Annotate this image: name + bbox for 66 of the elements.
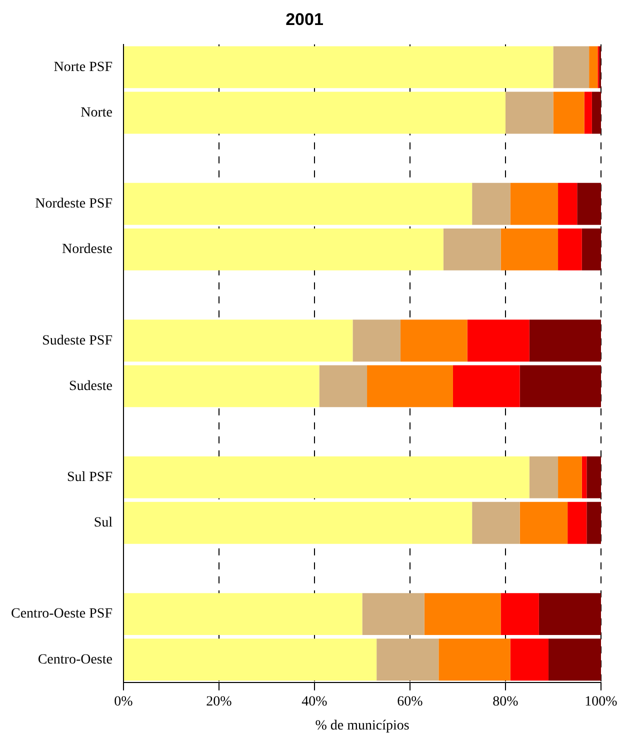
x-tick-label: 60% bbox=[397, 694, 424, 710]
bar bbox=[124, 365, 320, 408]
bar bbox=[467, 320, 530, 362]
bar bbox=[592, 92, 601, 134]
bar bbox=[124, 456, 530, 498]
bar bbox=[568, 502, 587, 544]
bar bbox=[472, 182, 510, 225]
bar bbox=[438, 638, 510, 681]
x-tick-label: 20% bbox=[206, 694, 232, 710]
bar bbox=[124, 502, 472, 544]
bar bbox=[352, 320, 400, 362]
y-tick-label: Nordeste PSF bbox=[35, 196, 113, 212]
bar bbox=[529, 320, 601, 362]
chart-title: 2001 bbox=[286, 10, 324, 29]
y-tick-label: Sudeste PSF bbox=[42, 333, 113, 348]
y-tick-label: Sul PSF bbox=[66, 470, 113, 485]
bar bbox=[443, 228, 501, 270]
x-tick-label: 80% bbox=[492, 694, 519, 710]
bar bbox=[362, 593, 424, 636]
y-tick-label: Norte PSF bbox=[54, 60, 113, 75]
bar bbox=[472, 502, 520, 544]
y-tick-label: Centro-Oeste PSF bbox=[11, 606, 113, 622]
bar bbox=[500, 593, 539, 636]
bar bbox=[124, 320, 353, 362]
bar bbox=[586, 502, 601, 544]
y-tick-label: Sul bbox=[94, 516, 113, 531]
y-tick-label: Nordeste bbox=[62, 242, 112, 258]
x-axis-title: % de municípios bbox=[315, 718, 410, 734]
bar bbox=[582, 456, 587, 498]
bar bbox=[124, 593, 362, 636]
y-tick-label: Centro-Oeste bbox=[38, 652, 112, 668]
bar bbox=[510, 182, 558, 225]
y-tick-label: Norte bbox=[80, 105, 112, 120]
bar bbox=[548, 638, 601, 681]
bar bbox=[520, 365, 601, 408]
bar bbox=[124, 638, 377, 681]
bar bbox=[510, 638, 548, 681]
bar bbox=[506, 92, 554, 134]
bar bbox=[589, 46, 598, 88]
bar bbox=[529, 456, 558, 498]
bar bbox=[584, 92, 592, 134]
bar bbox=[558, 228, 582, 270]
bar bbox=[558, 456, 582, 498]
bar bbox=[124, 228, 444, 270]
bar bbox=[553, 46, 590, 88]
x-tick-label: 40% bbox=[302, 694, 328, 710]
bar bbox=[376, 638, 439, 681]
bar bbox=[124, 92, 506, 134]
bar bbox=[367, 365, 453, 408]
bar bbox=[452, 365, 520, 408]
x-tick-label: 0% bbox=[114, 694, 134, 710]
bar bbox=[582, 228, 601, 270]
bar bbox=[520, 502, 568, 544]
x-tick-label: 100% bbox=[584, 694, 618, 710]
bar bbox=[400, 320, 468, 362]
bar bbox=[586, 456, 601, 498]
bar bbox=[424, 593, 501, 636]
bar bbox=[553, 92, 584, 134]
bar bbox=[577, 182, 601, 225]
bar bbox=[124, 46, 554, 88]
bar bbox=[319, 365, 368, 408]
bar bbox=[538, 593, 601, 636]
bar bbox=[558, 182, 578, 225]
bar bbox=[124, 182, 472, 225]
bar bbox=[500, 228, 558, 270]
y-tick-label: Sudeste bbox=[68, 378, 112, 394]
